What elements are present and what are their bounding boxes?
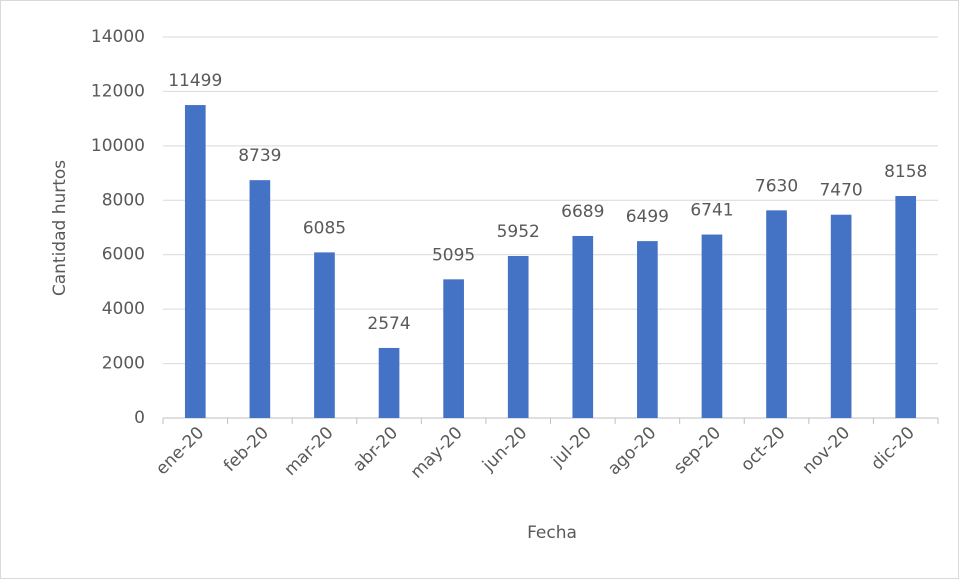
y-tick-label: 10000 (91, 136, 145, 156)
data-label: 5952 (497, 222, 540, 242)
y-tick-label: 4000 (102, 299, 145, 319)
y-axis-title: Cantidad hurtos (50, 160, 70, 296)
data-label: 6085 (303, 218, 346, 238)
y-tick-label: 12000 (91, 81, 145, 101)
bar (701, 234, 723, 418)
bar (637, 241, 658, 418)
bar (830, 214, 852, 418)
data-label: 7630 (755, 176, 798, 196)
bar (766, 210, 787, 418)
bar (895, 195, 917, 418)
bar (572, 235, 594, 418)
bar (443, 279, 464, 418)
data-label: 6689 (561, 202, 604, 222)
data-label: 6499 (626, 207, 669, 227)
y-tick-label: 2000 (102, 354, 145, 374)
bar (378, 347, 400, 418)
bar (314, 252, 335, 418)
y-tick-label: 14000 (91, 27, 145, 47)
data-label: 2574 (367, 314, 410, 334)
y-tick-label: 8000 (102, 190, 145, 210)
y-tick-label: 6000 (102, 245, 145, 265)
data-label: 8739 (238, 146, 281, 166)
data-label: 5095 (432, 245, 475, 265)
data-label: 11499 (168, 71, 222, 91)
data-label: 7470 (819, 181, 862, 201)
y-tick-label: 0 (134, 408, 145, 428)
bar (184, 105, 206, 418)
bar (507, 256, 529, 418)
data-label: 8158 (884, 162, 927, 182)
bar (249, 180, 271, 418)
x-axis-title: Fecha (527, 523, 577, 543)
data-label: 6741 (690, 201, 733, 221)
